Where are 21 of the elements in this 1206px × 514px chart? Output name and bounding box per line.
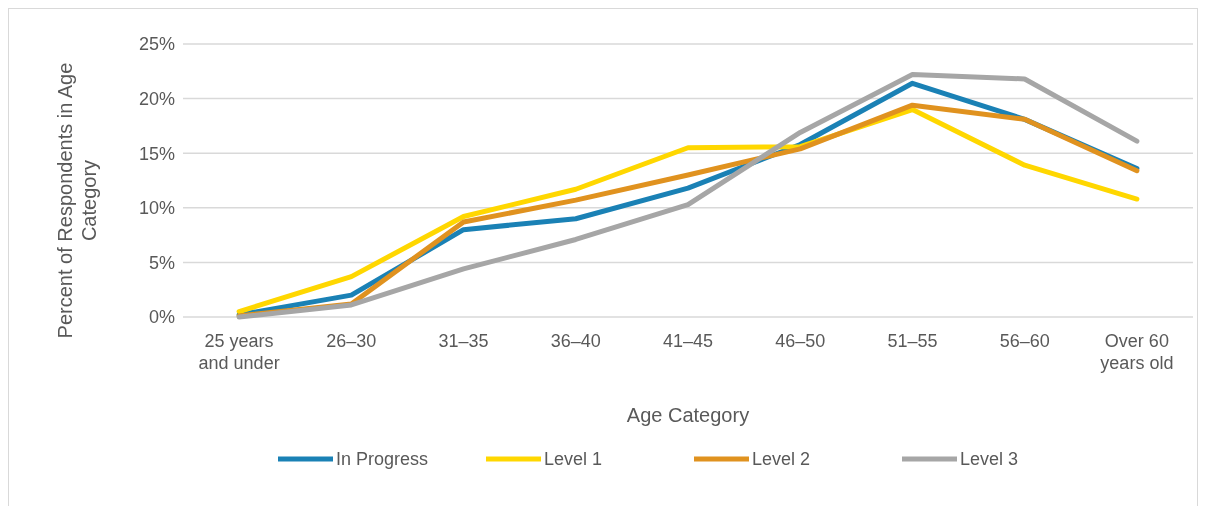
y-tick-label: 20% bbox=[138, 88, 175, 109]
x-tick-label: 36–40 bbox=[550, 331, 601, 351]
x-tick-label: 31–35 bbox=[438, 331, 489, 351]
x-tick-label: 56–60 bbox=[999, 331, 1050, 351]
x-tick-label: 25 years and under bbox=[198, 331, 280, 373]
x-tick-label: 51–55 bbox=[887, 331, 938, 351]
legend-label: Level 3 bbox=[960, 449, 1019, 470]
x-tick-label: 26–30 bbox=[326, 331, 377, 351]
y-tick-label: 10% bbox=[138, 198, 175, 219]
y-axis-title: Percent of Respondents in Age Category bbox=[54, 62, 100, 339]
y-tick-label: 0% bbox=[148, 307, 175, 328]
legend-label: In Progress bbox=[336, 449, 429, 470]
y-tick-label: 5% bbox=[148, 252, 175, 273]
x-tick-label: 41–45 bbox=[662, 331, 714, 351]
y-tick-label: 25% bbox=[138, 34, 175, 55]
x-tick-label: Over 60 years old bbox=[1100, 331, 1174, 373]
legend-label: Level 2 bbox=[752, 449, 811, 470]
x-axis-title: Age Category bbox=[626, 404, 750, 426]
legend-label: Level 1 bbox=[544, 449, 603, 470]
x-tick-label: 46–50 bbox=[775, 331, 826, 351]
y-tick-label: 15% bbox=[138, 143, 175, 164]
